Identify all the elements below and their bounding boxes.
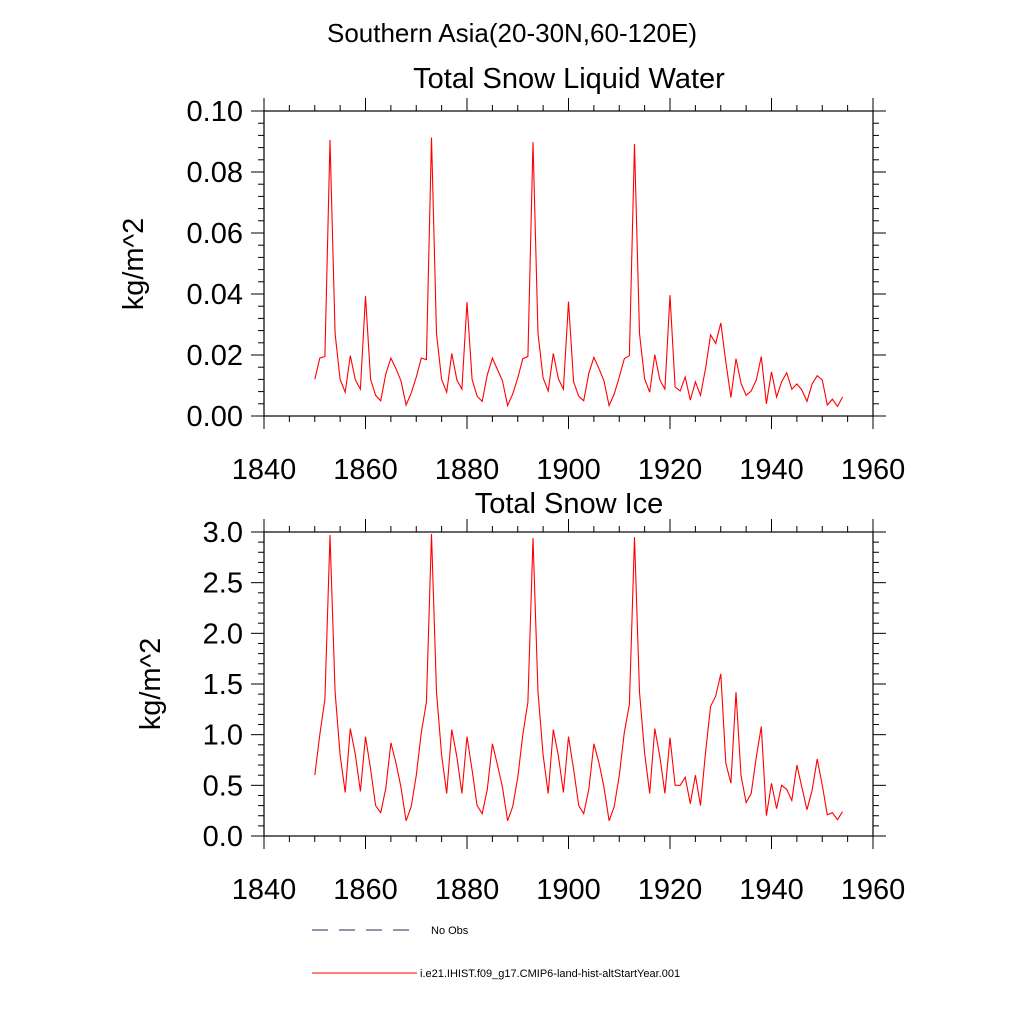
x-tick-label: 1880: [435, 874, 500, 906]
series-group: [314, 533, 843, 821]
x-tick-label: 1940: [739, 874, 804, 906]
legend: No Obs i.e21.IHIST.f09_g17.CMIP6-land-hi…: [312, 925, 680, 980]
y-tick-label: 2.5: [203, 568, 243, 600]
chart-snow-ice: Total Snow Ice kg/m^2 1840 1860 1880 1900 19…: [135, 488, 905, 906]
legend-label: No Obs: [431, 925, 469, 937]
chart-liquid-water: Total Snow Liquid Water kg/m^2 1840 1860 1…: [118, 63, 905, 486]
y-tick-label: 1.0: [203, 720, 243, 752]
y-axis-label: kg/m^2: [118, 218, 150, 311]
y-tick-label: 0.5: [203, 770, 243, 802]
y-tick-label: 0.02: [187, 340, 243, 372]
legend-label: i.e21.IHIST.f09_g17.CMIP6-land-hist-altS…: [420, 968, 680, 980]
series-line: [314, 137, 843, 408]
x-tick-label: 1840: [232, 454, 297, 486]
plot-frame: [263, 110, 874, 417]
series-line: [314, 533, 843, 821]
x-tick-label: 1960: [841, 874, 906, 906]
x-tick-label: 1880: [435, 454, 500, 486]
x-tick-label: 1840: [232, 874, 297, 906]
plot-frame: [263, 531, 874, 837]
tick-group: [251, 98, 886, 429]
y-tick-label: 0.06: [187, 218, 243, 250]
x-tick-label: 1860: [333, 454, 398, 486]
y-tick-labels: 0.0 0.5 1.0 1.5 2.0 2.5 3.0: [203, 517, 243, 853]
y-tick-label: 0.0: [203, 821, 243, 853]
chart-title: Total Snow Ice: [475, 488, 664, 520]
y-tick-label: 2.0: [203, 618, 243, 650]
y-tick-label: 0.08: [187, 157, 243, 189]
x-tick-label: 1900: [536, 454, 601, 486]
chart-title: Total Snow Liquid Water: [413, 63, 725, 95]
x-tick-labels: 1840 1860 1880 1900 1920 1940 1960: [232, 454, 906, 486]
y-tick-label: 1.5: [203, 669, 243, 701]
x-tick-label: 1960: [841, 454, 906, 486]
y-tick-label: 3.0: [203, 517, 243, 549]
y-tick-label: 0.10: [187, 96, 243, 128]
x-tick-label: 1900: [536, 874, 601, 906]
x-tick-labels: 1840 1860 1880 1900 1920 1940 1960: [232, 874, 906, 906]
tick-group: [251, 519, 886, 849]
series-group: [314, 137, 843, 408]
y-axis-label: kg/m^2: [135, 638, 167, 731]
page-title: Southern Asia(20-30N,60-120E): [327, 18, 697, 48]
y-tick-label: 0.04: [187, 279, 243, 311]
x-tick-label: 1860: [333, 874, 398, 906]
x-tick-label: 1920: [638, 874, 703, 906]
y-tick-labels: 0.00 0.02 0.04 0.06 0.08 0.10: [187, 96, 243, 433]
y-tick-label: 0.00: [187, 401, 243, 433]
x-tick-label: 1920: [638, 454, 703, 486]
x-tick-label: 1940: [739, 454, 804, 486]
